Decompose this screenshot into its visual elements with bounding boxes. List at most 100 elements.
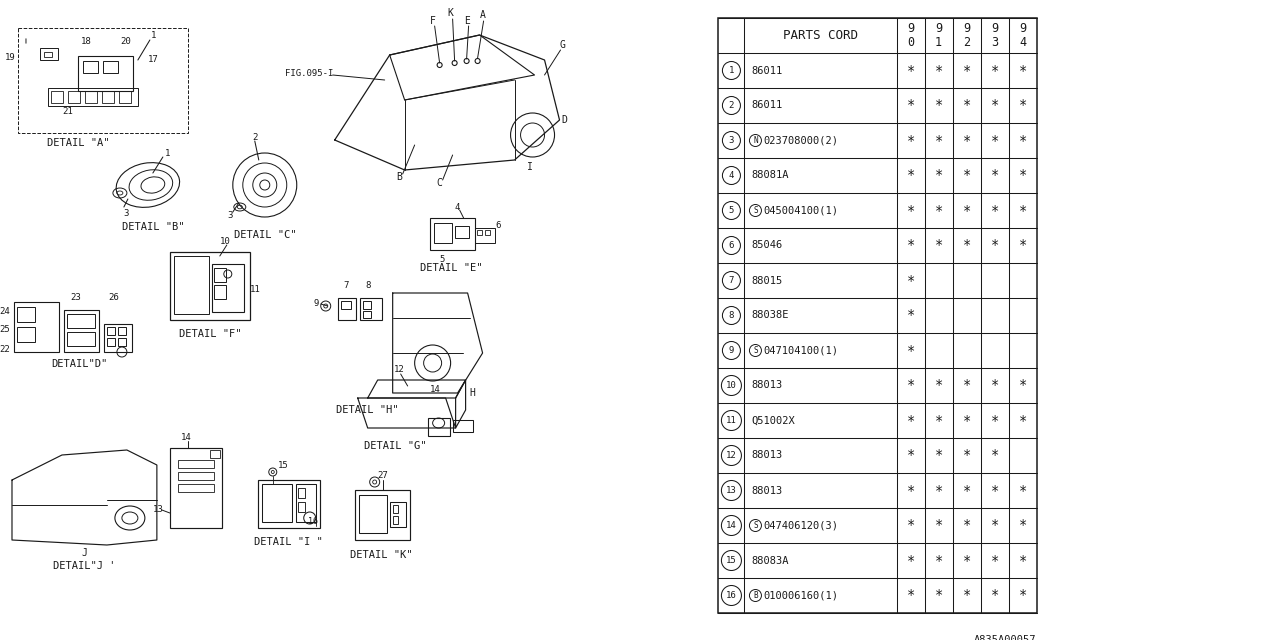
Bar [170, 448, 221, 528]
Bar [67, 314, 95, 328]
Text: 13: 13 [152, 506, 164, 515]
Text: *: * [934, 204, 943, 218]
Text: 14: 14 [180, 433, 191, 442]
Bar [119, 91, 131, 103]
Bar [453, 420, 472, 432]
Text: *: * [991, 204, 998, 218]
Text: 9
0: 9 0 [908, 22, 914, 49]
Text: 88013: 88013 [751, 381, 782, 390]
Bar [51, 91, 63, 103]
Text: *: * [934, 589, 943, 602]
Text: 9
4: 9 4 [1019, 22, 1027, 49]
Text: 12: 12 [726, 451, 737, 460]
Text: *: * [906, 239, 915, 253]
Text: *: * [906, 483, 915, 497]
Text: 20: 20 [120, 38, 132, 47]
Bar [718, 18, 1037, 613]
Text: 17: 17 [147, 56, 159, 65]
Bar [393, 505, 398, 513]
Text: *: * [991, 63, 998, 77]
Text: *: * [906, 168, 915, 182]
Text: Q51002X: Q51002X [751, 415, 795, 426]
Text: *: * [963, 168, 970, 182]
Text: 9
1: 9 1 [936, 22, 942, 49]
Text: *: * [906, 204, 915, 218]
Text: 27: 27 [378, 472, 388, 481]
Text: *: * [1019, 63, 1027, 77]
Text: *: * [991, 589, 998, 602]
Bar [362, 301, 371, 309]
Text: 88013: 88013 [751, 486, 782, 495]
Text: 8: 8 [365, 282, 370, 291]
Text: DETAIL"J ': DETAIL"J ' [52, 561, 115, 571]
Text: 047406120(3): 047406120(3) [763, 520, 838, 531]
Text: *: * [906, 413, 915, 428]
Bar [296, 484, 316, 522]
Bar [298, 502, 305, 512]
Text: 10: 10 [726, 381, 737, 390]
Text: 5: 5 [439, 255, 444, 264]
Text: *: * [963, 378, 970, 392]
Text: 88081A: 88081A [751, 170, 788, 180]
Text: 88015: 88015 [751, 275, 782, 285]
Text: A: A [480, 10, 485, 20]
Text: 7: 7 [343, 282, 348, 291]
Text: *: * [991, 449, 998, 463]
Bar [118, 327, 125, 335]
Text: FIG.095-I: FIG.095-I [284, 68, 333, 77]
Text: *: * [906, 554, 915, 568]
Text: *: * [934, 134, 943, 147]
Bar [485, 230, 489, 235]
Text: 88083A: 88083A [751, 556, 788, 566]
Text: *: * [991, 239, 998, 253]
Bar [104, 324, 132, 352]
Bar [360, 298, 381, 320]
Text: *: * [906, 99, 915, 113]
Bar [14, 302, 59, 352]
Text: 85046: 85046 [751, 241, 782, 250]
Text: *: * [1019, 589, 1027, 602]
Text: 14: 14 [430, 385, 442, 394]
Text: 2: 2 [252, 132, 257, 141]
Bar [389, 502, 406, 527]
Bar [68, 91, 79, 103]
Text: *: * [963, 99, 970, 113]
Text: DETAIL "F": DETAIL "F" [179, 329, 241, 339]
Bar [434, 223, 452, 243]
Text: 010006160(1): 010006160(1) [763, 591, 838, 600]
Bar [178, 484, 214, 492]
Bar [17, 307, 35, 322]
Text: *: * [963, 554, 970, 568]
Text: *: * [1019, 239, 1027, 253]
Text: 18: 18 [81, 38, 91, 47]
Bar [393, 516, 398, 524]
Text: DETAIL "I ": DETAIL "I " [255, 537, 323, 547]
Text: *: * [963, 449, 970, 463]
Text: 10: 10 [219, 237, 230, 246]
Text: *: * [1019, 204, 1027, 218]
Bar [108, 327, 115, 335]
Text: *: * [906, 134, 915, 147]
Text: *: * [963, 589, 970, 602]
Text: 1: 1 [151, 31, 156, 40]
Text: 6: 6 [495, 221, 500, 230]
Text: 12: 12 [394, 365, 404, 374]
Text: *: * [963, 204, 970, 218]
Bar [170, 252, 250, 320]
Text: *: * [934, 239, 943, 253]
Text: *: * [906, 589, 915, 602]
Text: 86011: 86011 [751, 100, 782, 111]
Text: 9
2: 9 2 [963, 22, 970, 49]
Text: DETAIL "A": DETAIL "A" [46, 138, 109, 148]
Text: 3: 3 [728, 136, 735, 145]
Bar [257, 480, 320, 528]
Text: *: * [963, 483, 970, 497]
Text: S: S [753, 521, 758, 530]
Bar [340, 301, 351, 309]
Text: *: * [991, 554, 998, 568]
Text: *: * [991, 378, 998, 392]
Text: *: * [991, 413, 998, 428]
Text: *: * [906, 273, 915, 287]
Bar [78, 56, 133, 91]
Bar [338, 298, 356, 320]
